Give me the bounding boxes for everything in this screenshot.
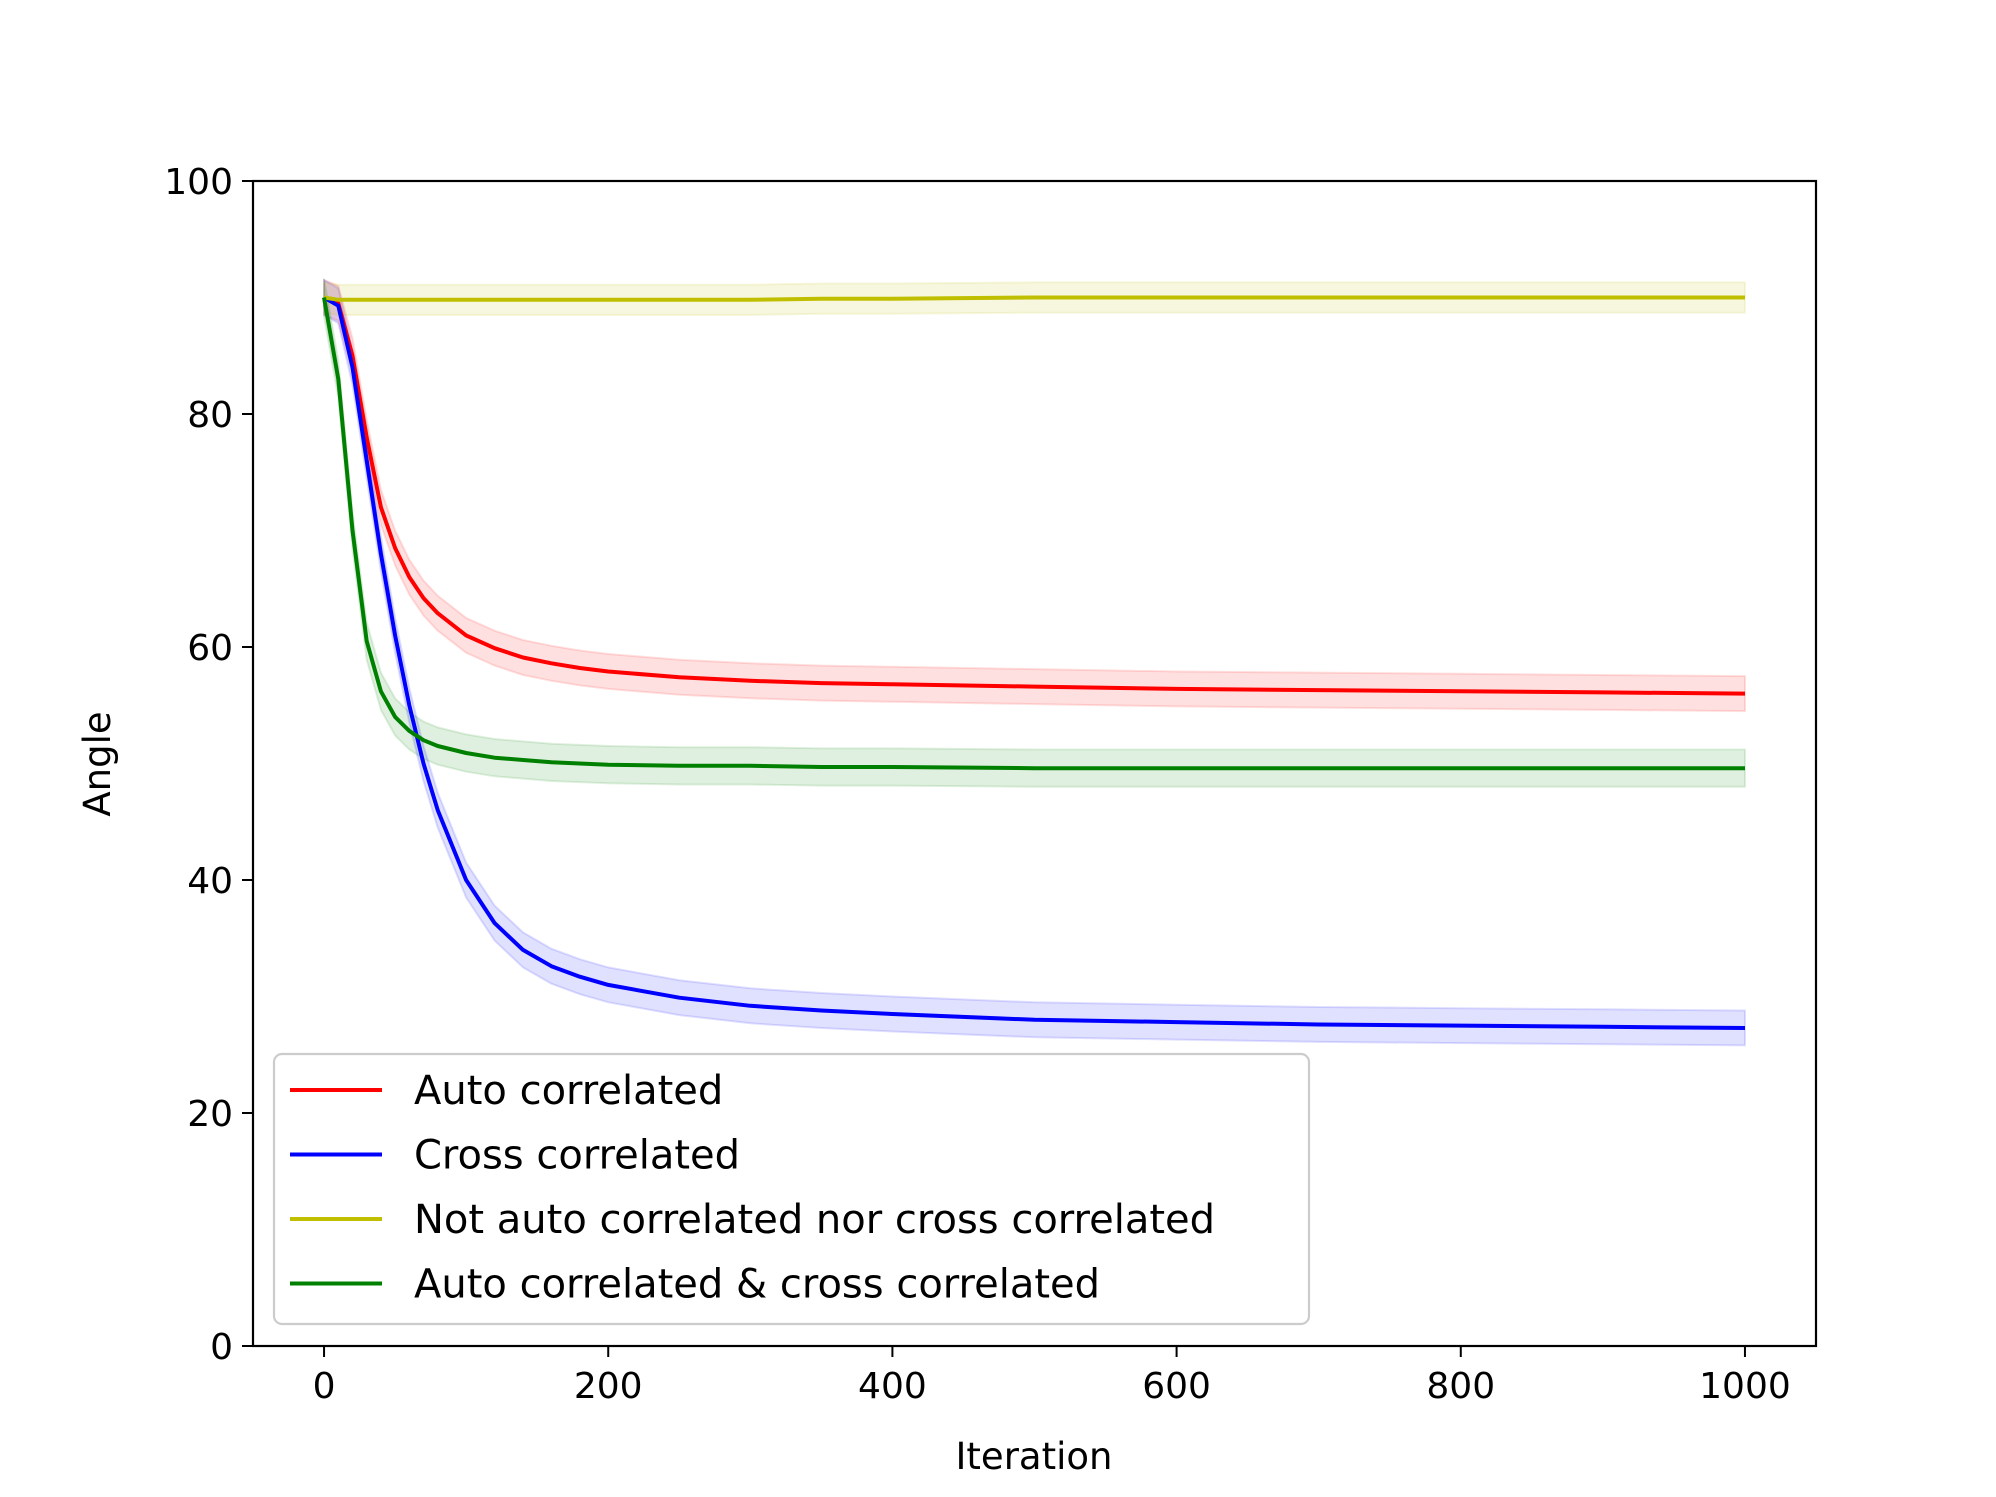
y-tick-label-5: 100	[164, 162, 233, 203]
legend-label-0: Auto correlated	[414, 1068, 723, 1114]
series-line-1	[323, 295, 1746, 1030]
x-axis-label: Iteration	[956, 1435, 1113, 1478]
series-band-3	[323, 278, 1746, 788]
legend-label-1: Cross correlated	[414, 1133, 740, 1179]
y-axis-ticks: 0 20 40 60 80 100	[164, 162, 253, 1368]
series-line-0	[323, 295, 1746, 696]
y-tick-label-2: 40	[187, 861, 233, 902]
legend-label-2: Not auto correlated nor cross correlated	[414, 1197, 1215, 1243]
y-tick-label-4: 80	[187, 395, 233, 436]
series-band-0	[323, 278, 1746, 713]
series-line-2	[323, 295, 1745, 302]
x-tick-label-2: 400	[858, 1366, 927, 1407]
x-tick-label-1: 200	[574, 1366, 643, 1407]
series-lines	[322, 295, 1746, 1030]
plot-frame	[251, 179, 1818, 1348]
x-axis-ticks: 0 200 400 600 800 1000	[313, 1346, 1791, 1407]
y-tick-label-1: 20	[187, 1094, 233, 1135]
x-tick-label-0: 0	[313, 1366, 336, 1407]
x-tick-label-3: 600	[1142, 1366, 1211, 1407]
y-tick-label-3: 60	[187, 628, 233, 669]
legend: Auto correlated Cross correlated Not auto …	[272, 1052, 1311, 1326]
x-tick-label-5: 1000	[1699, 1366, 1791, 1407]
legend-label-3: Auto correlated & cross correlated	[414, 1262, 1100, 1308]
x-tick-label-4: 800	[1426, 1366, 1495, 1407]
legend-box	[272, 1052, 1311, 1326]
series-line-3	[322, 297, 1745, 771]
series-band-1	[323, 278, 1746, 1047]
y-tick-label-0: 0	[210, 1327, 233, 1368]
y-axis-label: Angle	[76, 711, 119, 816]
